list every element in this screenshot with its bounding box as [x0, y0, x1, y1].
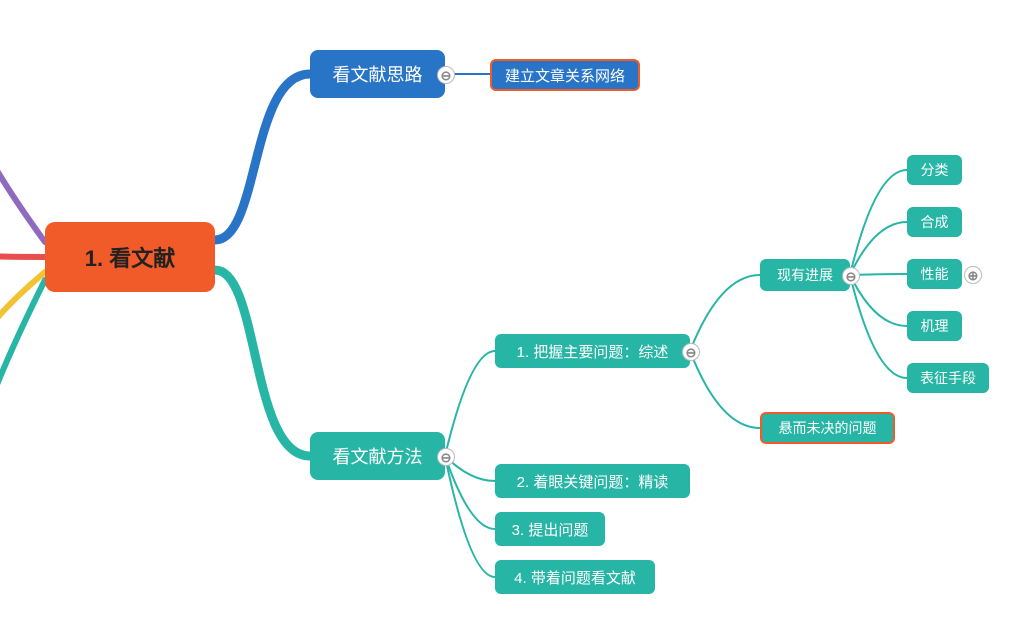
node-b2c2-label: 2. 着眼关键问题：精读 [517, 471, 669, 492]
root-node[interactable]: 1. 看文献 [45, 222, 215, 292]
node-b2c1b-label: 悬而未决的问题 [779, 418, 877, 438]
node-d2[interactable]: 合成 [907, 207, 962, 237]
node-d5-label: 表征手段 [920, 368, 976, 388]
node-d1[interactable]: 分类 [907, 155, 962, 185]
node-d4-label: 机理 [921, 316, 949, 336]
toggle-b2c1[interactable]: ⊖ [682, 343, 700, 361]
node-b2c1[interactable]: 1. 把握主要问题：综述 [495, 334, 690, 368]
node-d1-label: 分类 [921, 160, 949, 180]
node-b2c1b[interactable]: 悬而未决的问题 [760, 412, 895, 444]
toggle-d3[interactable]: ⊕ [964, 266, 982, 284]
node-d3-label: 性能 [921, 264, 949, 284]
toggle-b1[interactable]: ⊖ [437, 66, 455, 84]
node-b1c1[interactable]: 建立文章关系网络 [490, 59, 640, 91]
toggle-b2c1a[interactable]: ⊖ [842, 267, 860, 285]
node-d3[interactable]: 性能 [907, 259, 962, 289]
branch-b2[interactable]: 看文献方法 [310, 432, 445, 480]
node-b2c3-label: 3. 提出问题 [512, 519, 589, 540]
branch-b1[interactable]: 看文献思路 [310, 50, 445, 98]
node-b1c1-label: 建立文章关系网络 [505, 65, 625, 86]
node-b2c4-label: 4. 带着问题看文献 [514, 567, 636, 588]
node-b2c1-label: 1. 把握主要问题：综述 [517, 341, 669, 362]
branch-b2-label: 看文献方法 [333, 443, 423, 469]
node-b2c1a-label: 现有进展 [777, 265, 833, 285]
branch-b1-label: 看文献思路 [333, 61, 423, 87]
mindmap-canvas: { "type": "mindmap", "background_color":… [0, 0, 1022, 639]
node-b2c4[interactable]: 4. 带着问题看文献 [495, 560, 655, 594]
toggle-b2[interactable]: ⊖ [437, 448, 455, 466]
node-d5[interactable]: 表征手段 [907, 363, 989, 393]
node-d4[interactable]: 机理 [907, 311, 962, 341]
node-b2c2[interactable]: 2. 着眼关键问题：精读 [495, 464, 690, 498]
node-b2c3[interactable]: 3. 提出问题 [495, 512, 605, 546]
node-b2c1a[interactable]: 现有进展 [760, 259, 850, 291]
node-d2-label: 合成 [921, 212, 949, 232]
